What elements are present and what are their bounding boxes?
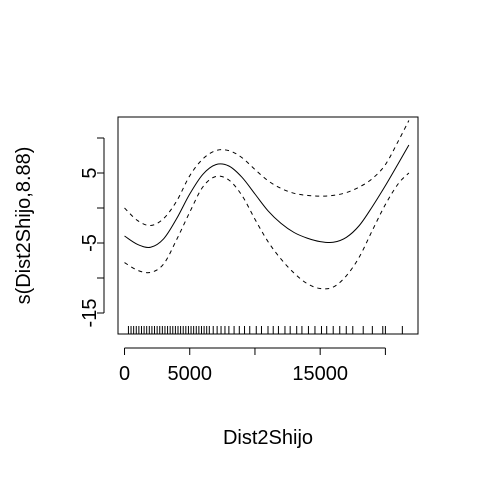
y-tick-label: -5 <box>79 234 101 252</box>
x-axis: 0 5000 15000 <box>119 347 386 385</box>
y-axis: -15 -5 5 <box>79 137 105 328</box>
x-tick-label: 0 <box>119 363 130 385</box>
rug-marks <box>127 326 403 334</box>
series-lower-band-line <box>124 172 410 290</box>
x-tick-label: 15000 <box>292 363 348 385</box>
y-tick-label: -15 <box>79 299 101 328</box>
series-upper-band-line <box>124 120 410 227</box>
series-layer <box>124 120 410 290</box>
y-tick-label: 5 <box>79 167 101 178</box>
x-axis-title: Dist2Shijo <box>223 427 313 449</box>
x-tick-label: 5000 <box>167 363 212 385</box>
series-estimate-line <box>124 144 410 248</box>
y-axis-title: s(Dist2Shijo,8.88) <box>13 147 35 305</box>
